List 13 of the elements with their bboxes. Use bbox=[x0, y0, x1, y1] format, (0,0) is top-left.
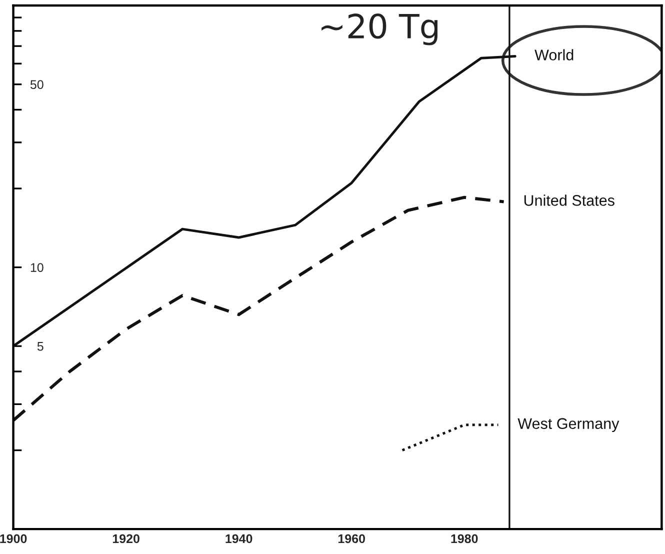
y-tick-label: 5 bbox=[37, 342, 44, 351]
x-tick-label: 1920 bbox=[112, 534, 140, 544]
x-tick-label: 1900 bbox=[0, 534, 27, 544]
annotation: ~20 Tg bbox=[322, 14, 438, 46]
series-label: World bbox=[534, 49, 574, 60]
x-tick-label: 1960 bbox=[338, 534, 365, 544]
y-tick-label: 10 bbox=[30, 263, 44, 272]
series-label: United States bbox=[524, 194, 614, 206]
series-label: West Germany bbox=[518, 418, 620, 432]
x-tick-label: 1980 bbox=[451, 534, 478, 544]
line-series bbox=[13, 196, 506, 422]
y-tick-label: 50 bbox=[30, 80, 44, 89]
x-tick-label: 1940 bbox=[226, 534, 252, 544]
